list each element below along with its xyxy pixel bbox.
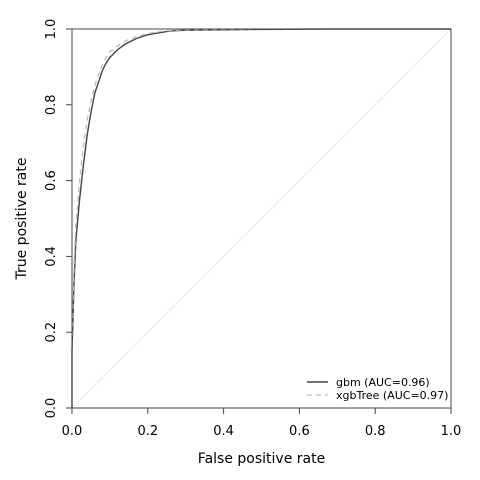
x-tick-label-4: 0.8 [365, 424, 386, 439]
x-tick-label-3: 0.6 [289, 424, 310, 439]
legend: gbm (AUC=0.96)xgbTree (AUC=0.97) [307, 376, 448, 402]
x-tick-label-0: 0.0 [62, 424, 83, 439]
x-tick-label-1: 0.2 [137, 424, 158, 439]
y-tick-label-0: 0.0 [44, 398, 59, 419]
y-tick-label-3: 0.6 [44, 170, 59, 191]
series-line-0 [71, 28, 451, 408]
plot-area [71, 28, 452, 409]
y-axis-title: True positive rate [14, 158, 30, 281]
axes: 0.0 0.2 0.4 0.6 0.8 1.0 0.0 0.2 0.4 0.6 0.8 1.0 [44, 19, 461, 439]
y-tick-label-1: 0.2 [44, 322, 59, 343]
series-line-1 [71, 28, 451, 408]
y-tick-label-2: 0.4 [44, 246, 59, 267]
y-tick-label-5: 1.0 [44, 19, 59, 40]
x-tick-label-2: 0.4 [213, 424, 234, 439]
diagonal-reference-line [71, 28, 452, 409]
x-tick-label-5: 1.0 [441, 424, 462, 439]
legend-label-0: gbm (AUC=0.96) [336, 376, 430, 389]
x-axis-title: False positive rate [198, 451, 325, 467]
legend-label-1: xgbTree (AUC=0.97) [336, 389, 448, 402]
y-tick-label-4: 0.8 [44, 94, 59, 115]
